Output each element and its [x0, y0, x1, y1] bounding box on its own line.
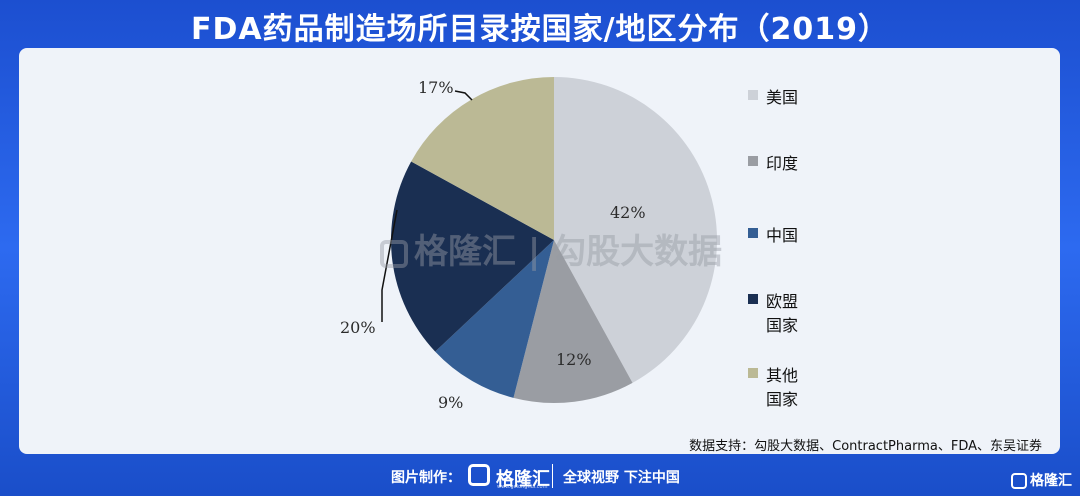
- watermark: 格隆汇 | 勾股大数据: [380, 224, 722, 273]
- footer: 图片制作： 格隆汇 www.gelonghui.com 全球视野 下注中国: [0, 462, 1080, 492]
- source-note: 数据支持：勾股大数据、ContractPharma、FDA、东吴证券: [689, 439, 1042, 454]
- legend-label-line: 国家: [766, 316, 799, 335]
- slice-label-eu: 20%: [340, 318, 376, 337]
- legend-label-line: 印度: [766, 154, 799, 173]
- legend-label-line: 美国: [766, 88, 799, 107]
- footer-brand-url: www.gelonghui.com: [497, 484, 548, 490]
- footer-divider: [552, 464, 553, 488]
- legend-swatch: [748, 156, 758, 166]
- slice-label-china: 9%: [438, 393, 464, 412]
- legend-swatch: [748, 90, 758, 100]
- leader-line-other: [454, 90, 473, 101]
- legend-label-line: 国家: [766, 390, 799, 409]
- chart-title: FDA药品制造场所目录按国家/地区分布（2019）: [190, 12, 890, 47]
- corner-logo-icon: [1011, 473, 1027, 489]
- legend-swatch: [748, 228, 758, 238]
- legend-label: 其他 国家: [766, 364, 826, 412]
- legend-swatch: [748, 368, 758, 378]
- legend-label-line: 欧盟: [766, 292, 799, 311]
- legend-swatch: [748, 294, 758, 304]
- footer-slogan: 全球视野 下注中国: [563, 470, 680, 486]
- pie-slice-us: [554, 77, 717, 383]
- legend-label-line: 中国: [766, 226, 799, 245]
- pie-slice-other: [411, 77, 554, 240]
- watermark-text: | 勾股大数据: [527, 232, 723, 272]
- legend-label: 印度: [766, 152, 826, 176]
- watermark-brand: 格隆汇: [414, 232, 516, 272]
- legend-label: 中国: [766, 224, 826, 248]
- footer-logo-icon: [468, 464, 490, 486]
- footer-brand: 格隆汇: [496, 469, 550, 490]
- slice-label-india: 12%: [556, 350, 592, 369]
- corner-brand: 格隆汇: [1011, 470, 1072, 490]
- pie-slice-china: [435, 240, 554, 398]
- footer-made-by: 图片制作：: [391, 470, 461, 486]
- legend-label: 欧盟 国家: [766, 290, 826, 338]
- watermark-logo-icon: [380, 239, 408, 268]
- legend-label-line: 其他: [766, 366, 799, 385]
- slice-label-other: 17%: [418, 78, 454, 97]
- legend-label: 美国: [766, 86, 826, 110]
- slice-label-us: 42%: [610, 203, 646, 222]
- leader-line-eu: [381, 209, 398, 322]
- pie-slice-eu: [391, 161, 554, 352]
- corner-brand-text: 格隆汇: [1030, 473, 1072, 489]
- pie-slice-india: [513, 240, 633, 403]
